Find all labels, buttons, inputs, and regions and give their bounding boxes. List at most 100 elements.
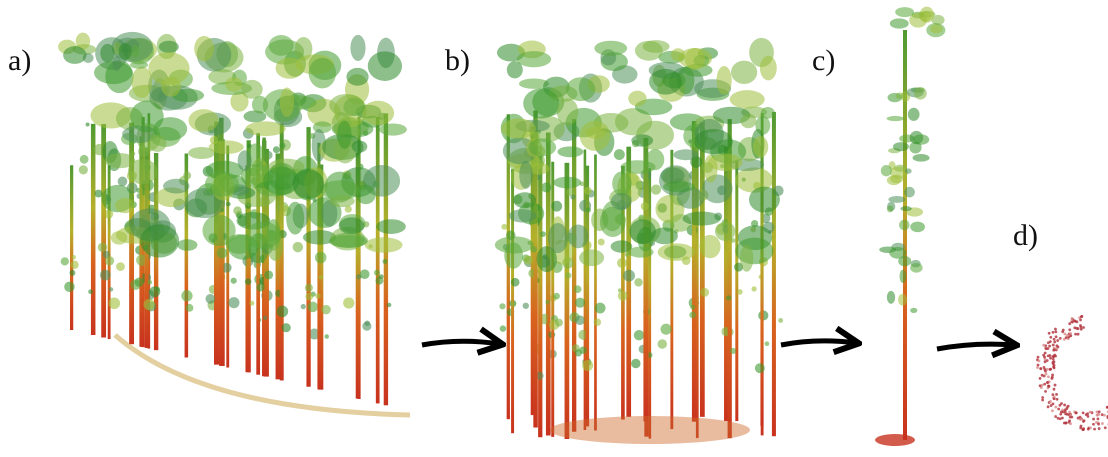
points [1046,341,1050,345]
trunk [670,149,674,430]
foliage [516,51,552,68]
foliage [237,150,252,172]
foliage [662,181,696,193]
foliage [740,113,757,129]
foliage [359,269,370,280]
points [1100,422,1104,425]
foliage [100,43,115,63]
foliage [225,77,243,92]
points [1079,318,1082,322]
points [1065,412,1069,416]
foliage [63,46,87,64]
points [1051,343,1055,347]
foliage [566,187,575,196]
foliage [620,160,656,174]
foliage [177,239,198,251]
foliage [308,57,337,89]
points [1052,363,1056,367]
foliage [256,283,265,292]
foliage [127,158,158,185]
foliage [508,209,537,223]
foliage [897,293,908,306]
foliage [889,18,909,29]
points [1043,355,1046,359]
points [1089,426,1092,430]
foliage [640,202,649,211]
arrow [780,341,856,345]
points [1074,411,1078,415]
foliage [163,178,190,194]
points [1041,398,1045,402]
points [1043,351,1047,355]
points [1058,336,1062,340]
foliage [899,269,907,283]
points [1097,412,1101,416]
points [1095,420,1098,424]
trunk [506,114,510,420]
foliage [627,246,654,258]
foliage [522,302,529,309]
points [1057,407,1061,411]
foliage [634,40,663,61]
foliage [249,300,255,306]
foliage [364,320,370,327]
foliage [910,307,918,314]
points [1051,393,1055,397]
foliage [367,51,403,81]
points [1079,417,1083,421]
foliage [726,295,732,301]
foliage [751,286,757,292]
points [1054,405,1058,409]
points [1044,372,1048,376]
points [1062,338,1066,341]
trunk [551,161,555,437]
foliage [204,171,240,197]
foliage [216,247,228,259]
foliage [78,165,88,175]
points [1049,367,1053,371]
foliage [547,223,568,254]
points [1038,377,1042,380]
foliage [556,98,579,126]
points [1096,417,1100,421]
points [1045,359,1049,362]
foliage [714,221,736,241]
points [1054,330,1058,334]
foliage [337,120,352,149]
foliage [670,48,686,62]
points [1052,395,1056,399]
foliage [251,95,269,114]
foliage [279,87,295,117]
foliage [324,334,329,339]
foliage [929,24,943,34]
foliage [64,281,75,293]
points [1079,327,1083,331]
foliage [97,242,108,252]
foliage [268,35,294,56]
trunk [695,127,699,439]
foliage [739,244,754,272]
foliage [130,151,136,157]
points [1052,387,1056,391]
foliage [205,293,216,304]
foliage [245,221,281,249]
foliage [263,315,268,320]
points [1079,426,1083,430]
trunk [533,110,538,428]
foliage [657,243,696,261]
foliage [573,285,582,293]
trunk [643,137,649,422]
foliage [329,93,364,117]
foliage [143,298,155,311]
foliage [594,40,628,56]
foliage [754,363,765,374]
points [1100,413,1104,417]
points [1046,354,1050,358]
foliage [75,32,91,50]
foliage [171,88,205,103]
foliage [612,171,632,196]
foliage [321,199,338,227]
foliage [895,7,915,18]
points [1038,384,1042,388]
foliage [660,323,672,335]
